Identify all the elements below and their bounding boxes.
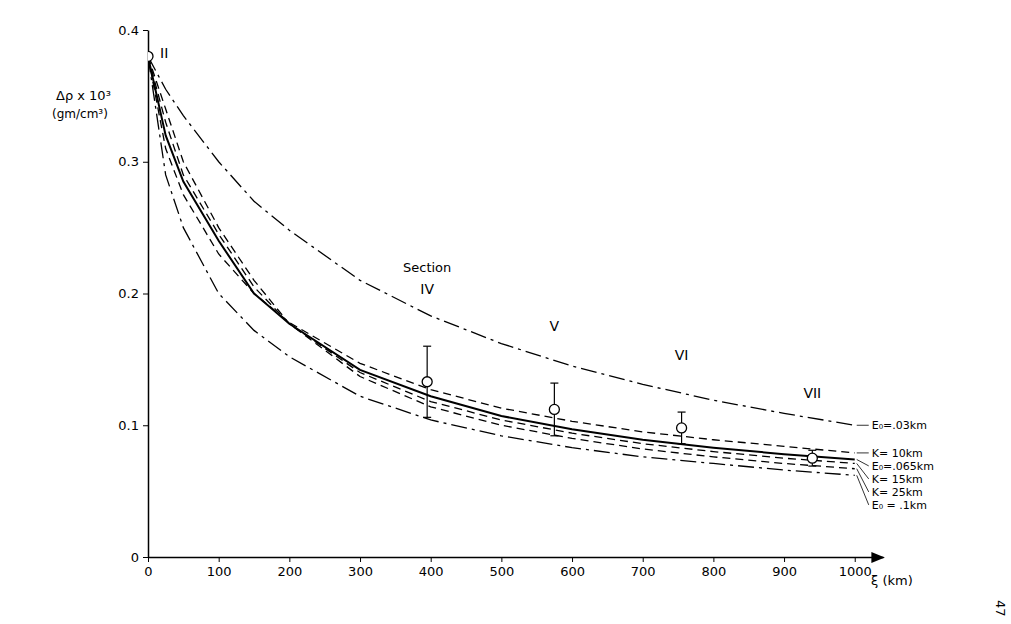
series-line — [148, 56, 855, 453]
x-tick: 600 — [560, 557, 585, 579]
y-tick-mark — [143, 162, 148, 163]
series-line — [148, 56, 855, 468]
y-tick-mark — [143, 30, 148, 31]
x-tick: 300 — [348, 557, 373, 579]
label-leader — [857, 475, 869, 505]
x-tick: 900 — [772, 557, 797, 579]
x-tick-mark — [784, 557, 785, 562]
series-label: K= 10km — [872, 447, 923, 460]
error-bar — [808, 450, 816, 466]
chart: 0100200300400500600700800900100000.10.20… — [0, 0, 1011, 624]
x-tick: 500 — [489, 557, 514, 579]
error-bar-cap — [423, 417, 431, 418]
y-tick: 0 — [131, 550, 148, 565]
section-label: II — [160, 45, 168, 61]
x-tick: 700 — [631, 557, 656, 579]
y-tick-label: 0.2 — [118, 286, 139, 301]
section-label: VII — [803, 385, 821, 401]
series-line — [148, 56, 855, 459]
y-axis: 0 0.1 0.2 0.3 0.4 — [118, 23, 148, 565]
label-leader — [857, 463, 869, 478]
error-bar — [550, 383, 558, 436]
x-tick-mark — [713, 557, 714, 562]
data-point — [807, 453, 817, 463]
page-number: 47 — [993, 600, 1008, 617]
y-tick-label: 0 — [131, 550, 139, 565]
y-tick-mark — [143, 557, 148, 558]
x-tick-label: 200 — [277, 564, 302, 579]
series-label: E₀=.03km — [872, 419, 927, 432]
section-title: Section — [403, 260, 451, 275]
data-point — [148, 51, 153, 61]
x-tick-mark — [431, 557, 432, 562]
x-tick-label: 800 — [701, 564, 726, 579]
x-tick: 1000 — [839, 557, 872, 579]
x-tick-label: 400 — [419, 564, 444, 579]
x-tick-label: 600 — [560, 564, 585, 579]
x-tick-mark — [855, 557, 856, 562]
y-tick-mark — [143, 425, 148, 426]
x-tick-label: 500 — [489, 564, 514, 579]
x-tick-mark — [360, 557, 361, 562]
x-tick-mark — [501, 557, 502, 562]
x-tick: 400 — [419, 557, 444, 579]
error-bar-cap — [808, 450, 816, 451]
x-tick-label: 900 — [772, 564, 797, 579]
x-tick-mark — [643, 557, 644, 562]
y-tick: 0.1 — [118, 418, 148, 433]
y-axis-title: (gm/cm³) — [52, 107, 108, 121]
series-label: E₀=.065km — [872, 460, 934, 473]
error-bar-cap — [550, 435, 558, 436]
error-bar-cap — [678, 411, 686, 412]
x-axis: 0 100 200 300 400 500 600 700 800 900 1000 — [144, 557, 883, 579]
error-bar-cap — [550, 382, 558, 383]
y-tick: 0.3 — [118, 154, 148, 169]
y-tick-label: 0.3 — [118, 154, 139, 169]
x-tick: 200 — [277, 557, 302, 579]
error-bar-cap — [678, 443, 686, 444]
series-line — [148, 56, 855, 475]
y-tick: 0.2 — [118, 286, 148, 301]
y-axis-title: Δρ x 10³ — [56, 88, 111, 103]
x-tick: 0 — [144, 557, 152, 579]
x-tick-label: 700 — [631, 564, 656, 579]
y-tick-mark — [143, 294, 148, 295]
error-bar-cap — [808, 465, 816, 466]
section-label: VI — [675, 347, 689, 363]
data-point — [549, 404, 559, 414]
x-tick-label: 0 — [144, 564, 152, 579]
series-line — [148, 56, 855, 425]
error-bar — [678, 412, 686, 444]
x-tick: 800 — [701, 557, 726, 579]
x-tick-mark — [289, 557, 290, 562]
data-point — [422, 377, 432, 387]
x-tick-label: 1000 — [839, 564, 872, 579]
x-tick: 100 — [207, 557, 232, 579]
x-tick-mark — [148, 557, 149, 562]
section-label: IV — [420, 281, 434, 297]
section-label: V — [550, 318, 560, 334]
x-axis-title: ξ (km) — [871, 573, 913, 588]
y-tick-label: 0.4 — [118, 23, 139, 38]
y-tick-label: 0.1 — [118, 418, 139, 433]
label-leader — [857, 425, 869, 426]
x-tick-mark — [219, 557, 220, 562]
series-label: K= 15km — [872, 473, 923, 486]
x-axis-line — [149, 557, 884, 559]
series-label: E₀ = .1km — [872, 499, 927, 512]
error-bar-cap — [423, 346, 431, 347]
error-bar — [423, 346, 431, 417]
label-leader — [857, 452, 869, 453]
series-label: K= 25km — [872, 486, 923, 499]
y-tick: 0.4 — [118, 23, 148, 38]
data-point — [677, 423, 687, 433]
x-tick-mark — [572, 557, 573, 562]
series-line — [148, 56, 855, 463]
label-leader — [857, 460, 869, 466]
plot-area — [148, 51, 855, 475]
x-tick-label: 300 — [348, 564, 373, 579]
x-tick-label: 100 — [207, 564, 232, 579]
